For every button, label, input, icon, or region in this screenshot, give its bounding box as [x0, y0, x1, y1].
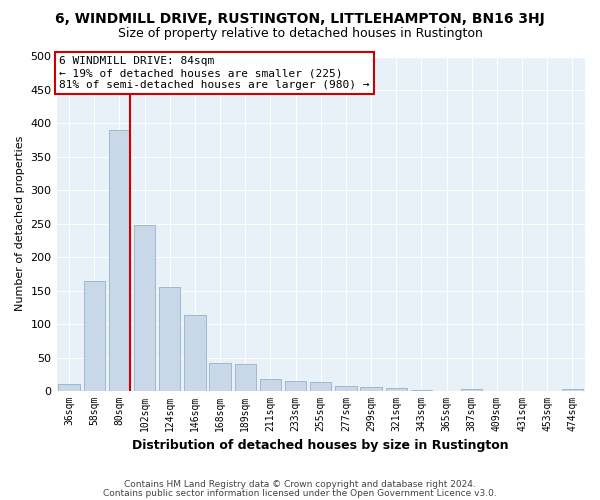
Y-axis label: Number of detached properties: Number of detached properties	[15, 136, 25, 312]
Bar	[83, 280, 105, 391]
Bar	[562, 389, 583, 391]
Bar	[461, 389, 482, 391]
Text: Size of property relative to detached houses in Rustington: Size of property relative to detached ho…	[118, 28, 482, 40]
Bar	[58, 384, 80, 391]
Bar	[159, 288, 181, 391]
Text: Contains HM Land Registry data © Crown copyright and database right 2024.: Contains HM Land Registry data © Crown c…	[124, 480, 476, 489]
Bar	[386, 388, 407, 391]
Bar	[335, 386, 356, 391]
Bar	[109, 130, 130, 391]
X-axis label: Distribution of detached houses by size in Rustington: Distribution of detached houses by size …	[133, 440, 509, 452]
Bar	[235, 364, 256, 391]
Bar	[310, 382, 331, 391]
Bar	[260, 379, 281, 391]
Bar	[361, 387, 382, 391]
Bar	[411, 390, 432, 391]
Bar	[184, 316, 206, 391]
Text: 6, WINDMILL DRIVE, RUSTINGTON, LITTLEHAMPTON, BN16 3HJ: 6, WINDMILL DRIVE, RUSTINGTON, LITTLEHAM…	[55, 12, 545, 26]
Text: 6 WINDMILL DRIVE: 84sqm
← 19% of detached houses are smaller (225)
81% of semi-d: 6 WINDMILL DRIVE: 84sqm ← 19% of detache…	[59, 56, 370, 90]
Text: Contains public sector information licensed under the Open Government Licence v3: Contains public sector information licen…	[103, 488, 497, 498]
Bar	[209, 363, 231, 391]
Bar	[285, 381, 307, 391]
Bar	[134, 225, 155, 391]
